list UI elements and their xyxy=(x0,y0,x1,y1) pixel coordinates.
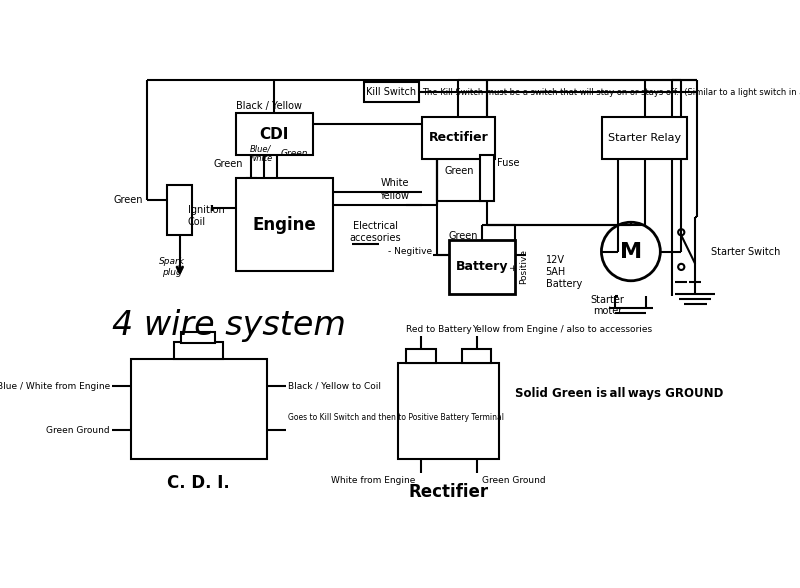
Text: Starter
moter: Starter moter xyxy=(590,295,625,316)
Bar xyxy=(406,349,435,363)
Bar xyxy=(182,332,215,343)
Text: Starter Switch: Starter Switch xyxy=(710,246,780,256)
Text: Spark
plug: Spark plug xyxy=(159,257,185,276)
Text: M: M xyxy=(620,242,642,262)
Text: Yellow: Yellow xyxy=(379,192,410,202)
Text: Green: Green xyxy=(281,149,308,158)
Text: Fuse: Fuse xyxy=(497,158,519,168)
Text: Rectifier: Rectifier xyxy=(409,483,489,501)
Text: Goes to Kill Switch and then to Positive Battery Terminal: Goes to Kill Switch and then to Positive… xyxy=(287,413,503,422)
Bar xyxy=(462,349,491,363)
Bar xyxy=(131,359,266,459)
Text: Rectifier: Rectifier xyxy=(429,132,488,145)
Bar xyxy=(174,342,223,359)
Text: Black / Yellow to Coil: Black / Yellow to Coil xyxy=(287,382,381,391)
Bar xyxy=(236,113,313,155)
Bar xyxy=(480,155,494,202)
Text: Battery: Battery xyxy=(455,260,508,273)
Text: C. D. I.: C. D. I. xyxy=(167,473,230,492)
Bar xyxy=(602,117,687,159)
Text: CDI: CDI xyxy=(260,126,289,142)
Text: Starter Relay: Starter Relay xyxy=(608,133,682,143)
Bar xyxy=(167,185,192,235)
Text: Yellow from Engine / also to accessories: Yellow from Engine / also to accessories xyxy=(472,325,652,334)
Text: Blue / White from Engine: Blue / White from Engine xyxy=(0,382,110,391)
Text: Green: Green xyxy=(449,231,478,241)
Text: Green: Green xyxy=(445,166,474,176)
Bar xyxy=(422,117,495,159)
Text: +
Positive: + Positive xyxy=(509,249,528,285)
Text: The Kill Switch must be a switch that will stay on or stays off.  (Similar to a : The Kill Switch must be a switch that wi… xyxy=(422,88,800,96)
Text: Black / Yellow: Black / Yellow xyxy=(236,101,302,111)
Text: Electrical
accesories: Electrical accesories xyxy=(350,222,401,243)
Text: Green Ground: Green Ground xyxy=(482,476,546,485)
Text: White from Engine: White from Engine xyxy=(331,476,415,485)
Text: 12V
5AH
Battery: 12V 5AH Battery xyxy=(546,255,582,289)
Text: Ignition
Coil: Ignition Coil xyxy=(187,205,224,226)
Text: 4 wire system: 4 wire system xyxy=(112,309,346,342)
Bar xyxy=(449,240,514,294)
Bar xyxy=(236,178,333,270)
Text: White: White xyxy=(380,178,409,188)
Text: Red to Battery: Red to Battery xyxy=(406,325,472,334)
Bar xyxy=(398,363,499,459)
Text: Solid Green is all ways GROUND: Solid Green is all ways GROUND xyxy=(514,387,723,400)
Text: Green: Green xyxy=(113,195,142,205)
Bar xyxy=(363,82,419,102)
Text: - Negitive: - Negitive xyxy=(387,247,432,256)
Text: Green: Green xyxy=(214,159,243,169)
Text: Blue/
White: Blue/ White xyxy=(248,144,273,163)
Text: Kill Switch: Kill Switch xyxy=(366,87,417,97)
Text: Green Ground: Green Ground xyxy=(46,426,110,435)
Text: Engine: Engine xyxy=(252,216,316,233)
